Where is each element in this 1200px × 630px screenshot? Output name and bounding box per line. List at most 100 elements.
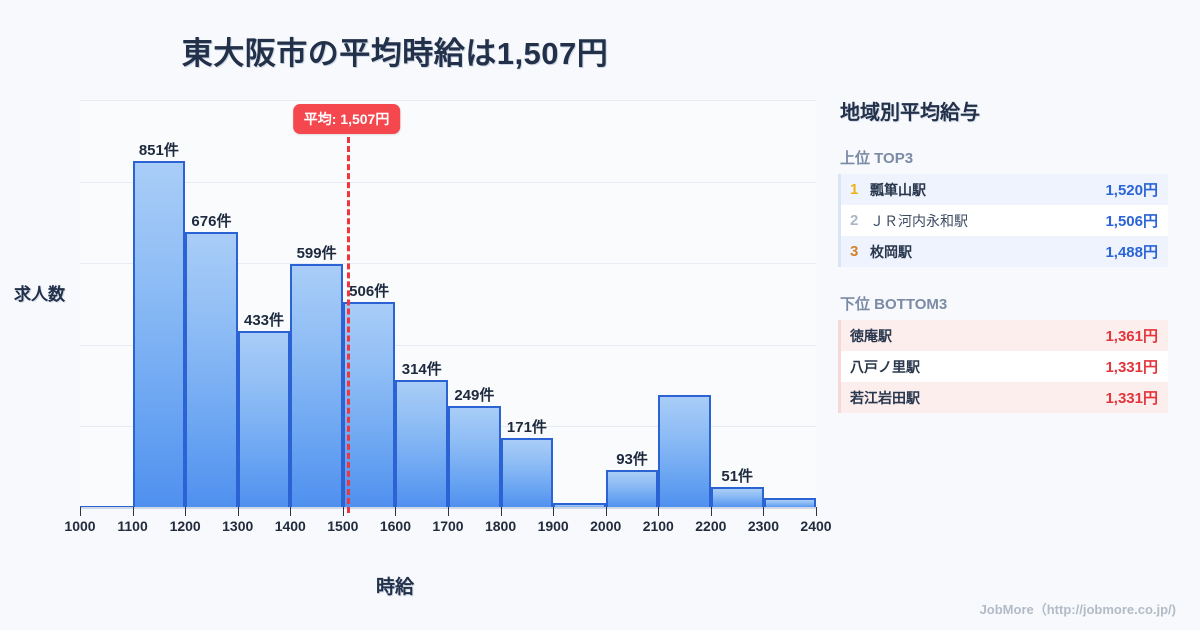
histogram-bar[interactable] xyxy=(763,497,817,508)
histogram-bar[interactable]: 249件 xyxy=(448,387,501,508)
station-name: 徳庵駅 xyxy=(850,327,892,344)
axis-tick xyxy=(290,507,292,516)
bottom-rank-row[interactable]: 八戸ノ里駅 1,331円 xyxy=(841,351,1168,382)
axis-tick-label: 1000 xyxy=(64,518,96,534)
histogram-bar[interactable]: 599件 xyxy=(290,245,343,508)
footer-credit: JobMore（http://jobmore.co.jp/) xyxy=(979,602,1176,617)
station-price: 1,331円 xyxy=(1105,359,1158,376)
axis-tick xyxy=(132,507,134,516)
axis-tick xyxy=(80,507,81,516)
average-line xyxy=(346,128,350,513)
axis-tick xyxy=(710,507,712,516)
histogram-chart: 851件 676件 433件 599件 506件 314件 249件 171件 93件 51件 1… xyxy=(14,100,832,598)
axis-tick xyxy=(658,507,660,516)
histogram-bar[interactable]: 506件 xyxy=(342,283,396,508)
rank-number: 1 xyxy=(850,181,859,198)
bar-slot xyxy=(658,100,711,508)
station-name: ＪＲ河内永和駅 xyxy=(870,212,968,229)
bottom3-heading: 下位 BOTTOM3 xyxy=(840,296,948,313)
bottom3-list: 徳庵駅 1,361円 八戸ノ里駅 1,331円 若江岩田駅 1,331円 xyxy=(838,320,1168,413)
top-rank-row[interactable]: 3 枚岡駅 1,488円 xyxy=(841,236,1168,267)
bar-slot: 506件 xyxy=(342,100,396,508)
axis-tick-label: 2400 xyxy=(800,518,832,534)
bar-slot: 249件 xyxy=(448,100,501,508)
axis-tick-label: 1500 xyxy=(327,518,359,534)
bar-slot xyxy=(553,100,606,508)
axis-tick-label: 1400 xyxy=(274,518,306,534)
station-price: 1,520円 xyxy=(1105,182,1158,199)
station-price: 1,361円 xyxy=(1105,328,1158,345)
histogram-bar[interactable]: 314件 xyxy=(395,361,449,508)
bar-slot: 599件 xyxy=(290,100,343,508)
station-price: 1,488円 xyxy=(1105,244,1158,261)
gridline xyxy=(80,100,816,101)
top3-heading: 上位 TOP3 xyxy=(840,150,914,167)
y-axis-title: 求人数 xyxy=(14,285,65,304)
station-name: 枚岡駅 xyxy=(870,243,912,260)
rank-number: 3 xyxy=(850,243,859,260)
bar-value-label: 314件 xyxy=(401,360,442,378)
gridline xyxy=(80,181,816,183)
bar-slot: 433件 xyxy=(237,100,291,508)
bar-value-label: 249件 xyxy=(454,387,495,405)
panel-title: 地域別平均給与 xyxy=(840,102,980,124)
axis-tick-label: 1600 xyxy=(379,518,411,534)
bar-value-label: 171件 xyxy=(506,419,547,437)
bar-value-label: 676件 xyxy=(191,213,232,231)
histogram-bar[interactable]: 93件 xyxy=(605,451,659,508)
x-axis-ticks xyxy=(80,507,817,517)
gridline xyxy=(80,344,816,346)
axis-tick-label: 2000 xyxy=(590,518,622,534)
bar-slot: 171件 xyxy=(500,100,554,508)
region-salary-panel: 地域別平均給与 上位 TOP3 1 瓢箪山駅 1,520円 2 ＪＲ河内永和駅 1,506… xyxy=(838,96,1168,439)
axis-tick xyxy=(395,507,397,516)
bar-value-label: 851件 xyxy=(138,141,179,159)
histogram-bar[interactable]: 171件 xyxy=(500,419,554,508)
axis-tick xyxy=(763,507,765,516)
bar-value-label: 599件 xyxy=(296,244,337,262)
axis-tick xyxy=(816,507,817,516)
top3-list: 1 瓢箪山駅 1,520円 2 ＪＲ河内永和駅 1,506円 3 枚岡駅 1,488円 xyxy=(838,174,1168,267)
bar-slot xyxy=(80,100,133,508)
histogram-bar[interactable]: 433件 xyxy=(237,312,291,508)
histogram-bar[interactable]: 851件 xyxy=(132,142,186,508)
histogram-bar[interactable]: 51件 xyxy=(710,468,764,508)
bottom-rank-row[interactable]: 徳庵駅 1,361円 xyxy=(841,320,1168,351)
bar-value-label: 51件 xyxy=(721,468,754,486)
x-axis-tick-labels: 1000 1100 1200 1300 1400 1500 1600 1700 1800 1900… xyxy=(0,518,900,542)
axis-tick xyxy=(237,507,239,516)
bar-value-label: 93件 xyxy=(616,451,648,469)
station-name: 若江岩田駅 xyxy=(850,389,920,406)
axis-tick-label: 2100 xyxy=(642,518,674,534)
bar-series: 851件 676件 433件 599件 506件 314件 249件 171件 93件 51件 xyxy=(80,100,817,508)
histogram-bar[interactable] xyxy=(658,395,711,508)
bar-slot: 314件 xyxy=(395,100,449,508)
station-name: 瓢箪山駅 xyxy=(870,181,926,198)
axis-tick-label: 1200 xyxy=(169,518,201,534)
average-badge: 平均: 1,507円 xyxy=(292,104,401,134)
gridline xyxy=(80,263,816,265)
top-rank-row[interactable]: 2 ＪＲ河内永和駅 1,506円 xyxy=(841,205,1168,236)
x-axis-title: 時給 xyxy=(375,577,414,598)
axis-tick-label: 1800 xyxy=(484,518,517,534)
bottom-rank-row[interactable]: 若江岩田駅 1,331円 xyxy=(841,382,1168,413)
bar-slot xyxy=(763,100,817,508)
axis-tick xyxy=(553,507,555,516)
axis-tick-label: 1700 xyxy=(432,518,464,534)
axis-tick-label: 1100 xyxy=(117,518,148,534)
plot-area: 851件 676件 433件 599件 506件 314件 249件 171件 93件 51件 xyxy=(80,100,817,508)
station-name: 八戸ノ里駅 xyxy=(850,358,920,375)
axis-tick xyxy=(342,507,344,516)
axis-tick xyxy=(605,507,607,516)
bar-value-label: 433件 xyxy=(244,312,285,330)
histogram-bar[interactable]: 676件 xyxy=(185,213,238,508)
axis-tick-label: 2200 xyxy=(695,518,727,534)
top-rank-row[interactable]: 1 瓢箪山駅 1,520円 xyxy=(841,174,1168,205)
bar-slot: 51件 xyxy=(710,100,764,508)
axis-tick-label: 2300 xyxy=(747,518,779,534)
bar-value-label: 506件 xyxy=(349,282,390,300)
station-price: 1,506円 xyxy=(1105,213,1158,230)
station-price: 1,331円 xyxy=(1105,390,1158,407)
histogram-bar[interactable] xyxy=(553,503,606,508)
